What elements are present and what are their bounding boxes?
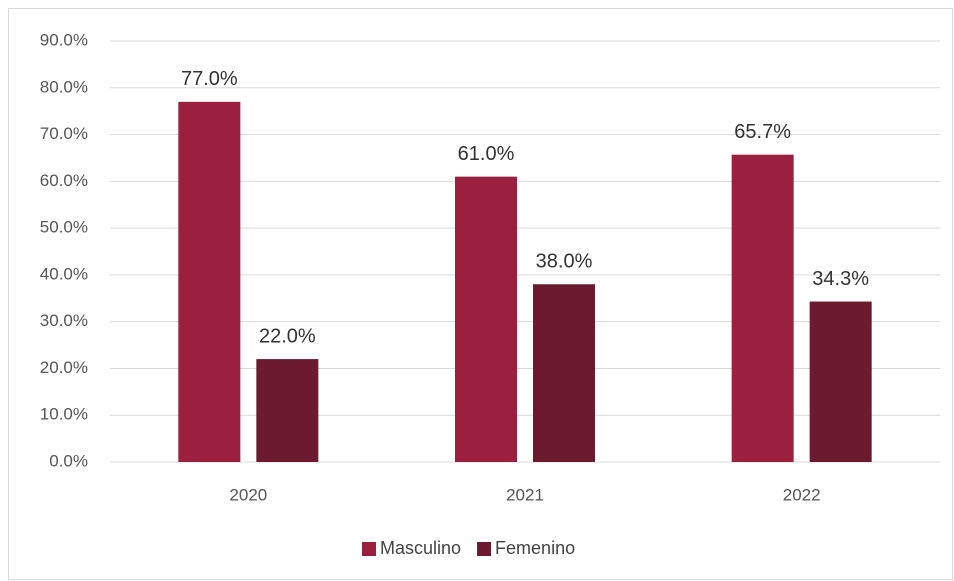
bar	[256, 359, 319, 462]
data-label: 61.0%	[458, 143, 515, 165]
x-tick-label: 2022	[783, 485, 821, 504]
x-tick-label: 2021	[506, 485, 544, 504]
y-tick-label: 60.0%	[40, 171, 88, 190]
y-tick-label: 90.0%	[40, 30, 88, 49]
legend-label: Femenino	[495, 538, 575, 558]
legend-swatch	[362, 542, 376, 556]
data-label: 22.0%	[259, 325, 316, 347]
legend-swatch	[477, 542, 492, 556]
data-label: 38.0%	[536, 251, 593, 273]
y-tick-label: 0.0%	[49, 451, 88, 470]
bar	[533, 284, 595, 462]
y-tick-label: 80.0%	[40, 77, 88, 96]
data-label: 34.3%	[812, 268, 869, 290]
y-tick-label: 40.0%	[40, 264, 88, 283]
data-label: 65.7%	[734, 121, 791, 143]
bar	[731, 154, 794, 463]
bar	[809, 301, 872, 462]
bar	[178, 101, 241, 463]
y-tick-label: 10.0%	[40, 405, 88, 424]
y-tick-label: 70.0%	[40, 124, 88, 143]
y-tick-label: 20.0%	[40, 358, 88, 377]
x-tick-label: 2020	[229, 485, 267, 504]
y-tick-label: 30.0%	[40, 311, 88, 330]
legend-label: Masculino	[380, 538, 461, 558]
y-tick-label: 50.0%	[40, 218, 88, 237]
data-label: 77.0%	[181, 68, 238, 90]
bar	[455, 176, 517, 462]
